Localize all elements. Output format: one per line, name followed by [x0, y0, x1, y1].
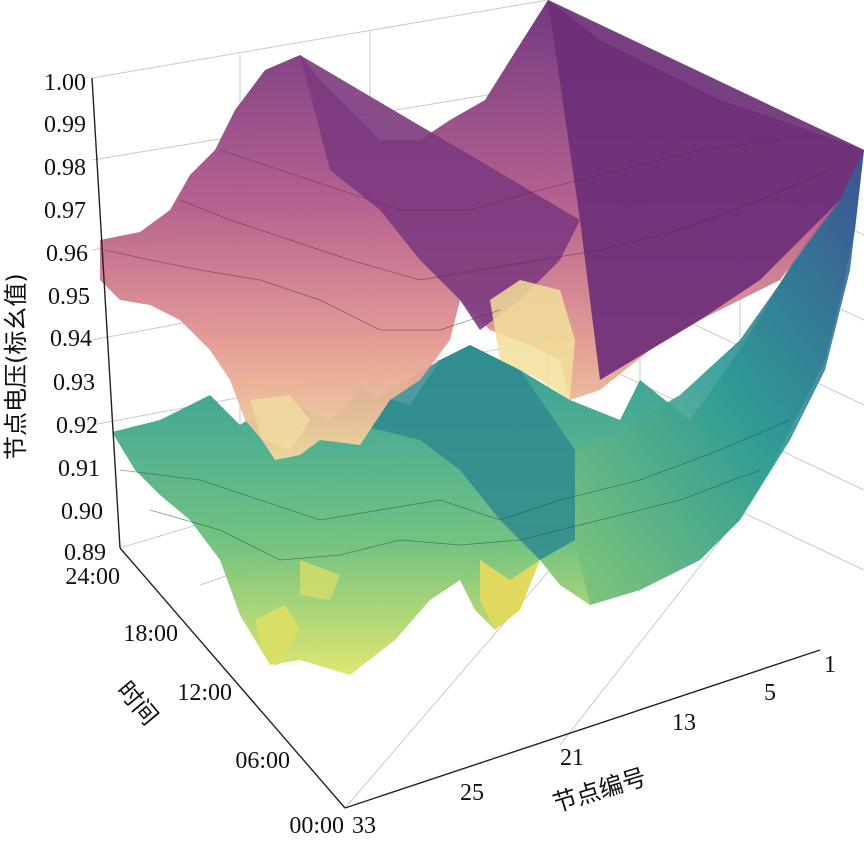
time-tick-label: 06:00: [235, 748, 290, 774]
node-tick-label: 5: [764, 680, 776, 706]
time-axis-title: 时间: [111, 676, 163, 731]
node-tick-label: 13: [672, 710, 696, 736]
z-tick-label: 0.92: [56, 413, 98, 439]
node-tick-label: 25: [460, 780, 484, 806]
z-tick-label: 0.95: [48, 284, 90, 310]
node-tick-label: 21: [560, 745, 584, 771]
node-tick-label: 1: [824, 652, 836, 678]
z-tick-label: 1.00: [44, 70, 86, 96]
time-tick-label: 00:00: [289, 813, 344, 839]
node-axis: 1 5 13 21 25 33 节点编号: [352, 652, 836, 839]
z-tick-label: 0.97: [44, 198, 86, 224]
z-tick-label: 0.93: [53, 370, 95, 396]
upper-voltage-surface: [100, 0, 864, 460]
node-axis-title: 节点编号: [550, 763, 650, 818]
z-tick-label: 0.99: [44, 112, 86, 138]
z-tick-label: 0.94: [50, 326, 92, 352]
z-axis: 1.00 0.99 0.98 0.97 0.96 0.95 0.94 0.93 …: [2, 70, 106, 566]
z-tick-label: 0.90: [61, 499, 103, 525]
axis-lines: [91, 77, 821, 809]
z-tick-label: 0.98: [44, 155, 86, 181]
node-tick-label: 33: [352, 813, 376, 839]
z-tick-label: 0.91: [58, 456, 100, 482]
time-tick-label: 18:00: [123, 621, 178, 647]
time-tick-label: 12:00: [177, 680, 232, 706]
time-tick-label: 24:00: [65, 564, 120, 590]
z-tick-label: 0.96: [46, 241, 88, 267]
z-tick-label: 0.89: [64, 540, 106, 566]
z-axis-title: 节点电压(标幺值): [2, 273, 30, 460]
